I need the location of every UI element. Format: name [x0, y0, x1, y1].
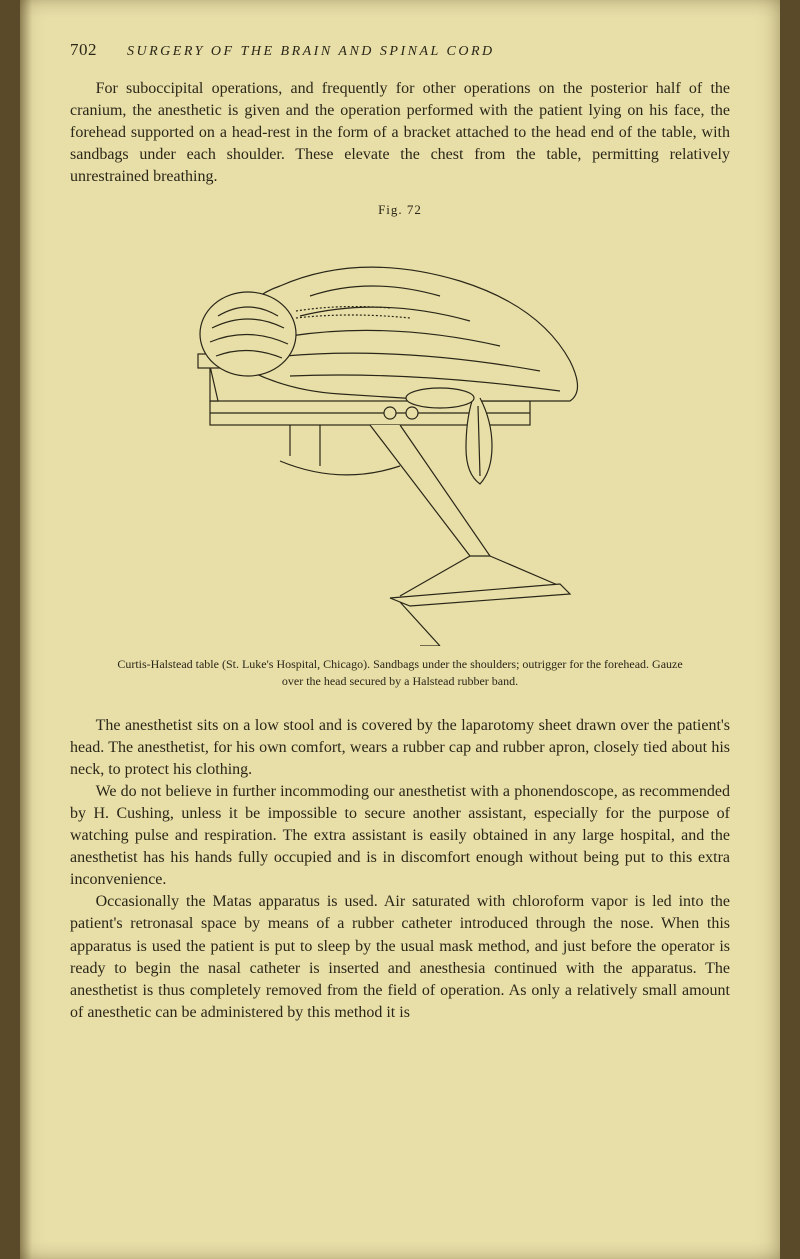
- paragraph-4: Occasionally the Matas apparatus is used…: [70, 891, 730, 1023]
- figure-caption: Curtis-Halstead table (St. Luke's Hospit…: [110, 656, 690, 688]
- running-head: SURGERY OF THE BRAIN AND SPINAL CORD: [127, 44, 495, 60]
- header: 702 SURGERY OF THE BRAIN AND SPINAL CORD: [70, 40, 730, 60]
- paragraph-3: We do not believe in further incommoding…: [70, 781, 730, 891]
- body-text-lower: The anesthetist sits on a low stool and …: [70, 715, 730, 1024]
- page: 702 SURGERY OF THE BRAIN AND SPINAL CORD…: [20, 0, 780, 1259]
- figure-illustration: [140, 226, 660, 646]
- page-number: 702: [70, 40, 97, 60]
- paragraph-1: For suboccipital operations, and frequen…: [70, 78, 730, 188]
- figure-label: Fig. 72: [70, 202, 730, 218]
- paragraph-2: The anesthetist sits on a low stool and …: [70, 715, 730, 781]
- body-text: For suboccipital operations, and frequen…: [70, 78, 730, 188]
